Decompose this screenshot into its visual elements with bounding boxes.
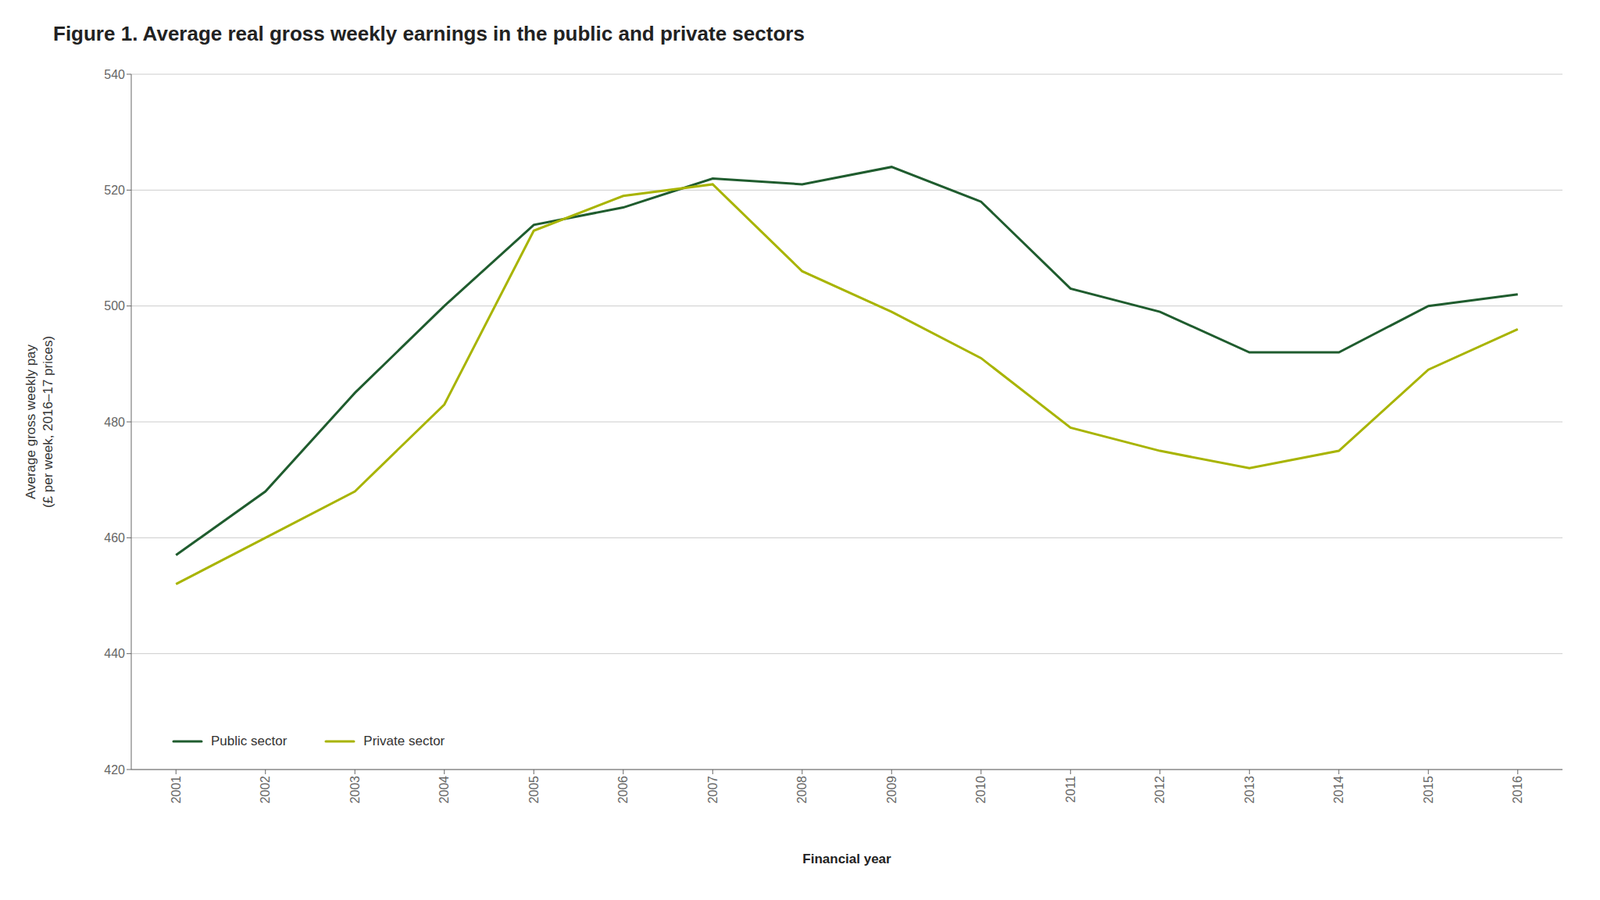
svg-text:500: 500 xyxy=(103,299,125,313)
svg-text:440: 440 xyxy=(103,646,125,661)
html-text:Public sector: Public sector xyxy=(210,733,287,749)
svg-text:540: 540 xyxy=(103,67,125,82)
svg-text:2007: 2007 xyxy=(706,775,720,804)
svg-text:2015: 2015 xyxy=(1421,775,1436,804)
svg-text:2009: 2009 xyxy=(885,775,899,804)
html-text:Figure 1. Average real gross w: Figure 1. Average real gross weekly earn… xyxy=(53,21,805,46)
svg-text:2016: 2016 xyxy=(1510,775,1525,804)
svg-text:460: 460 xyxy=(103,531,125,545)
svg-text:2011: 2011 xyxy=(1064,775,1078,804)
svg-text:520: 520 xyxy=(103,183,125,197)
svg-text:Average gross weekly pay(£ per: Average gross weekly pay(£ per week, 201… xyxy=(23,335,56,508)
svg-text:2005: 2005 xyxy=(527,775,541,804)
svg-text:Financial year: Financial year xyxy=(802,851,892,867)
html-text:Private sector: Private sector xyxy=(363,733,445,749)
svg-text:2010: 2010 xyxy=(974,775,988,804)
svg-text:2002: 2002 xyxy=(258,775,272,804)
svg-text:2006: 2006 xyxy=(616,775,630,804)
svg-text:2013: 2013 xyxy=(1242,775,1257,804)
svg-text:2008: 2008 xyxy=(795,775,809,804)
svg-text:2004: 2004 xyxy=(437,775,451,804)
svg-text:2012: 2012 xyxy=(1153,775,1167,804)
svg-text:420: 420 xyxy=(103,763,125,777)
svg-text:2001: 2001 xyxy=(169,775,183,804)
svg-text:2003: 2003 xyxy=(348,775,362,804)
svg-text:480: 480 xyxy=(103,415,125,429)
svg-text:2014: 2014 xyxy=(1332,775,1346,804)
